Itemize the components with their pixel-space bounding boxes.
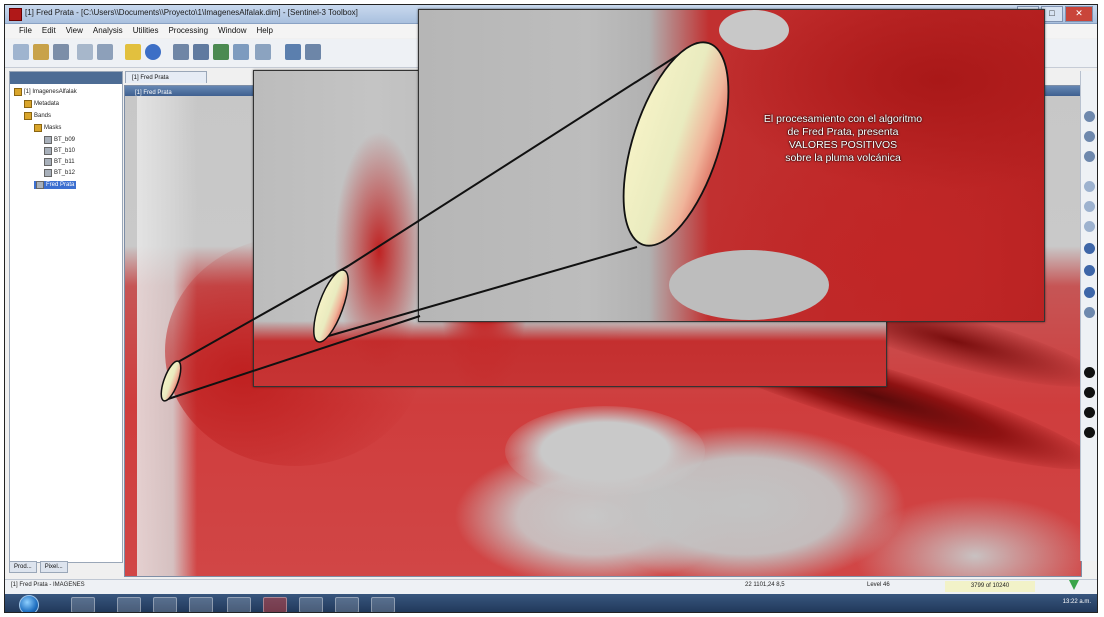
menu-view[interactable]: View	[65, 26, 83, 35]
new-icon[interactable]	[13, 44, 29, 60]
tree-item-fred-prata[interactable]: Fred Prata	[34, 181, 77, 189]
draw-line-icon[interactable]	[1084, 181, 1095, 192]
band-icon	[44, 169, 52, 177]
taskbar-app-icon[interactable]	[117, 597, 141, 612]
taskbar-app-icon[interactable]	[227, 597, 251, 612]
highlight-ellipse-medium	[313, 269, 349, 343]
globe-icon[interactable]	[125, 44, 141, 60]
os-taskbar: 13:22 a.m.	[5, 594, 1097, 612]
copy-icon[interactable]	[97, 44, 113, 60]
info-icon[interactable]	[145, 44, 161, 60]
connector-line	[177, 265, 349, 363]
taskbar-browser-icon[interactable]	[153, 597, 177, 612]
tree-item-band[interactable]: BT_b11	[44, 158, 75, 166]
clear-patch	[669, 250, 829, 320]
annotation-line: de Fred Prata, presenta	[787, 126, 899, 138]
arrow-icon[interactable]	[285, 44, 301, 60]
zoom-inset-large	[418, 9, 1045, 322]
clear-patch	[719, 10, 789, 50]
zoom-pixel-icon[interactable]	[1084, 407, 1095, 418]
draw-rectangle-icon[interactable]	[1084, 221, 1095, 232]
gc-icon[interactable]	[1069, 580, 1079, 590]
connector-line	[344, 42, 698, 269]
annotation-line: sobre la pluma volcánica	[785, 152, 901, 164]
tree-item-bands[interactable]: Bands	[24, 112, 51, 120]
tab-product-explorer[interactable]: Prod...	[9, 561, 37, 573]
band-icon	[44, 136, 52, 144]
menu-file[interactable]: File	[19, 26, 32, 35]
clear-patch	[505, 406, 705, 496]
folder-icon	[24, 112, 32, 120]
taskbar-app-icon[interactable]	[335, 597, 359, 612]
layer-icon[interactable]	[173, 44, 189, 60]
status-level: Level 46	[867, 582, 890, 588]
connector-line	[324, 246, 638, 338]
folder-icon	[24, 100, 32, 108]
right-toolbar	[1080, 71, 1097, 561]
zoom-icon[interactable]	[1084, 111, 1095, 122]
save-icon[interactable]	[53, 44, 69, 60]
menu-edit[interactable]: Edit	[41, 26, 56, 35]
zoom-in-icon[interactable]	[1084, 367, 1095, 378]
range-finder-icon[interactable]	[1084, 287, 1095, 298]
select-icon[interactable]	[1084, 151, 1095, 162]
pan-icon[interactable]	[1084, 131, 1095, 142]
menu-processing[interactable]: Processing	[168, 26, 209, 35]
menu-help[interactable]: Help	[256, 26, 273, 35]
tree-item-masks[interactable]: Masks	[34, 124, 61, 132]
magic-wand-icon[interactable]	[1084, 265, 1095, 276]
connector-line	[164, 315, 421, 401]
zoom-out-icon[interactable]	[1084, 387, 1095, 398]
band-icon	[44, 158, 52, 166]
menu-window[interactable]: Window	[218, 26, 247, 35]
tab-pixel-info[interactable]: Pixel...	[39, 561, 68, 573]
menu-analysis[interactable]: Analysis	[92, 26, 123, 35]
draw-ellipse-icon[interactable]	[1084, 243, 1095, 254]
system-clock[interactable]: 13:22 a.m.	[1062, 599, 1091, 605]
tree-item-band[interactable]: BT_b09	[44, 136, 75, 144]
app-icon	[9, 8, 22, 21]
taskbar-snap-icon[interactable]	[263, 597, 287, 612]
close-button[interactable]: ✕	[1065, 6, 1093, 22]
status-memory[interactable]: 3799 of 10240	[945, 581, 1035, 592]
taskbar-app-icon[interactable]	[71, 597, 95, 612]
tree-item-band[interactable]: BT_b12	[44, 169, 75, 177]
product-explorer: [1] ImagenesAlfalak Metadata Bands Masks…	[9, 71, 123, 563]
pin-icon[interactable]	[233, 44, 249, 60]
taskbar-app-icon[interactable]	[299, 597, 323, 612]
tree-item-metadata[interactable]: Metadata	[24, 100, 59, 108]
menu-utilities[interactable]: Utilities	[132, 26, 159, 35]
tree-item-product[interactable]: [1] ImagenesAlfalak	[14, 88, 77, 96]
band-icon	[36, 181, 44, 189]
taskbar-app-icon[interactable]	[371, 597, 395, 612]
zoom-all-icon[interactable]	[1084, 427, 1095, 438]
annotation-text: El procesamiento con el algoritmo de Fre…	[728, 113, 958, 165]
folder-icon	[14, 88, 22, 96]
sum-icon[interactable]	[305, 44, 321, 60]
band-icon	[44, 147, 52, 155]
tree-item-band[interactable]: BT_b10	[44, 147, 75, 155]
draw-polyline-icon[interactable]	[1084, 201, 1095, 212]
open-icon[interactable]	[33, 44, 49, 60]
highlight-ellipse-large	[622, 41, 730, 247]
product-explorer-header	[10, 72, 122, 84]
status-bar: [1] Fred Prata - IMAGENES 22 1101,24 8,5…	[5, 579, 1097, 594]
highlight-ellipse-small	[160, 360, 182, 402]
status-product: [1] Fred Prata - IMAGENES	[11, 582, 85, 588]
folder-icon	[34, 124, 42, 132]
band-icon[interactable]	[193, 44, 209, 60]
annotation-line: El procesamiento con el algoritmo	[763, 113, 923, 125]
status-coordinates: 22 1101,24 8,5	[745, 582, 785, 588]
explorer-bottom-tabs: Prod... Pixel...	[9, 561, 68, 573]
graph-icon[interactable]	[255, 44, 271, 60]
tab-fred-prata[interactable]: [1] Fred Prata	[125, 71, 207, 83]
start-button[interactable]	[19, 595, 39, 612]
pin-manager-icon[interactable]	[1084, 307, 1095, 318]
taskbar-app-icon[interactable]	[189, 597, 213, 612]
annotation-line: VALORES POSITIVOS	[788, 139, 898, 151]
window-title: [1] Fred Prata - [C:\Users\\Documents\\P…	[25, 8, 358, 17]
export-icon[interactable]	[77, 44, 93, 60]
chart-icon[interactable]	[213, 44, 229, 60]
